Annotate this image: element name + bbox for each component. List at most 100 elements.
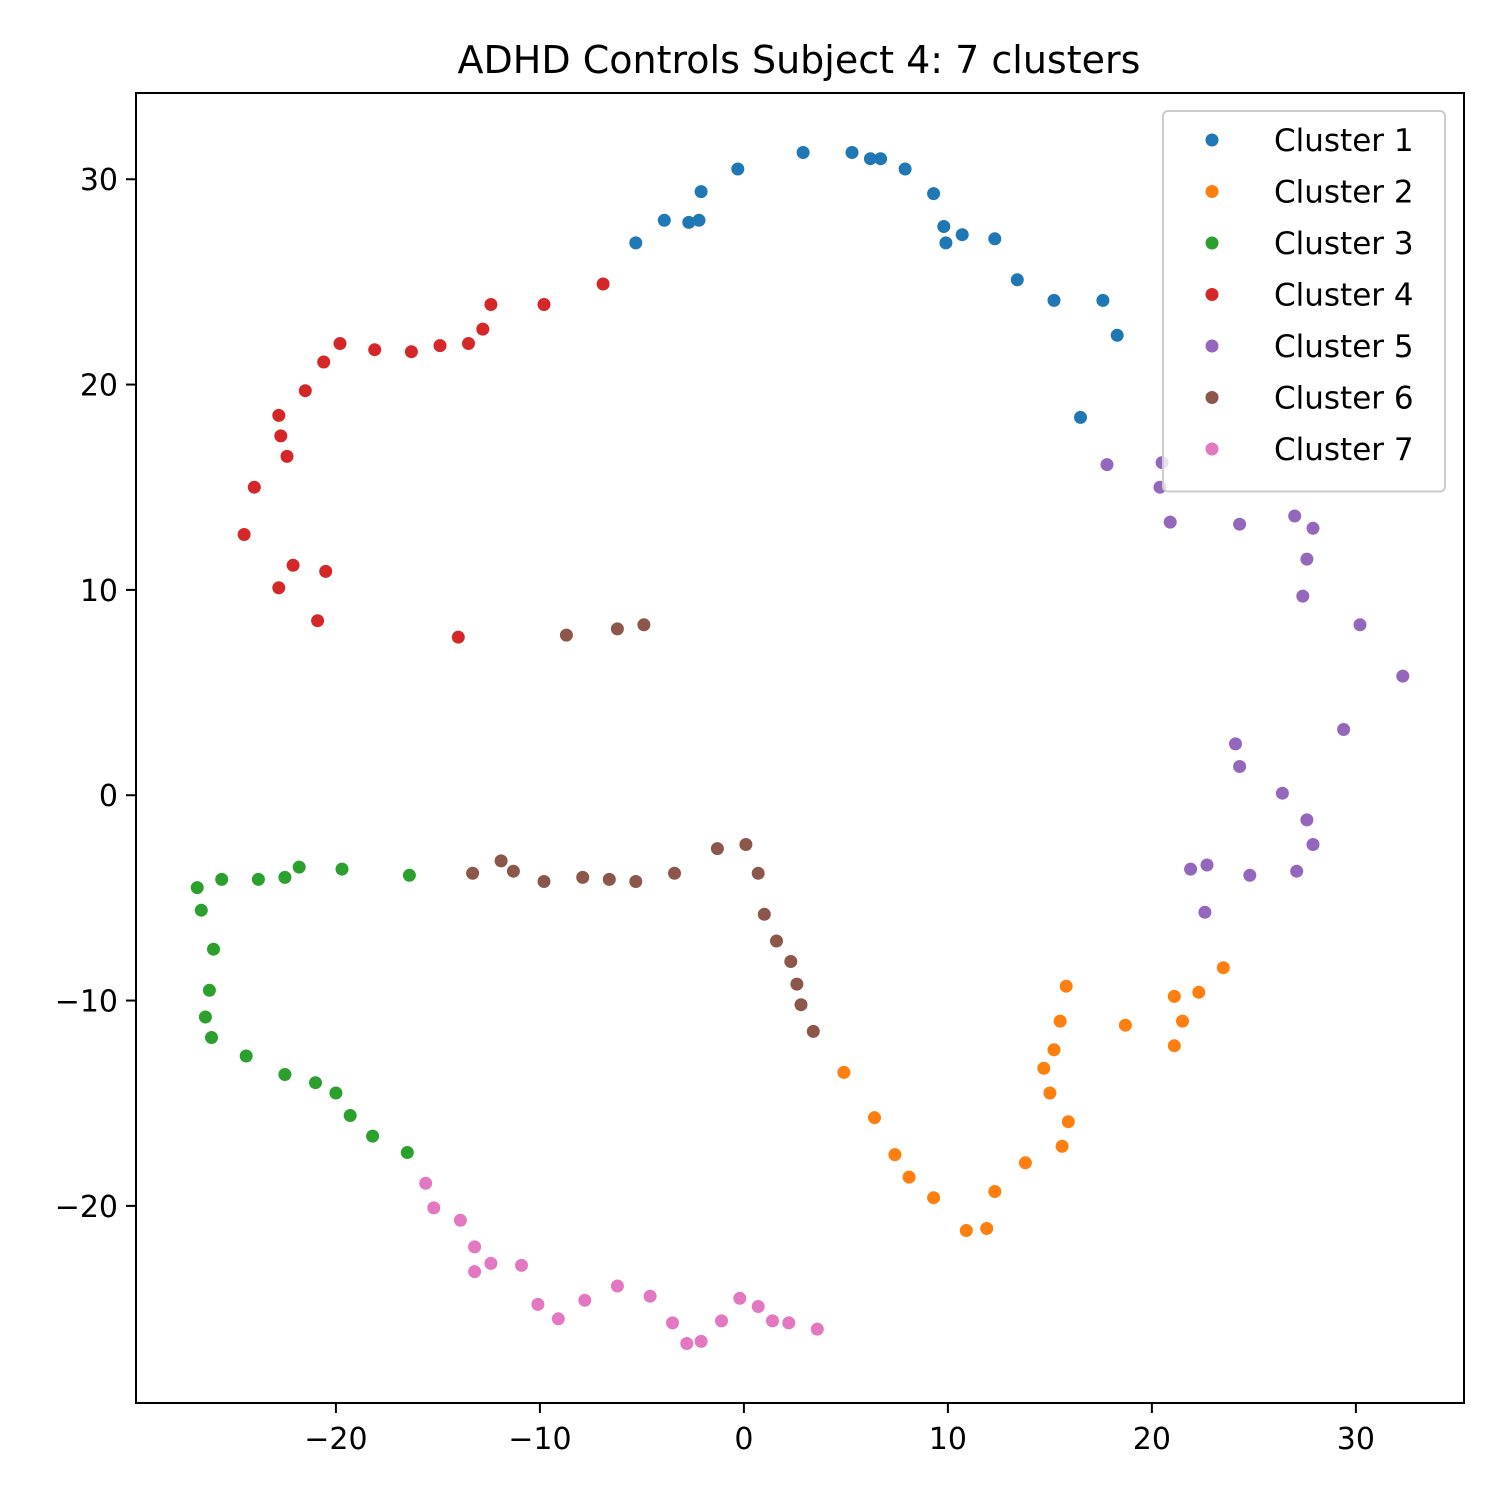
point-cluster-1-16 — [988, 232, 1002, 246]
point-cluster-4-1 — [237, 528, 251, 541]
point-cluster-3-7 — [205, 1031, 218, 1044]
y-tick-label: 20 — [80, 369, 118, 404]
legend-marker-cluster-4 — [1205, 288, 1219, 301]
series-cluster-1 — [629, 146, 1124, 424]
point-cluster-7-18 — [751, 1300, 765, 1313]
point-cluster-5-11 — [1396, 669, 1410, 683]
point-cluster-1-8 — [845, 146, 859, 159]
legend-marker-cluster-6 — [1205, 391, 1219, 404]
point-cluster-3-12 — [278, 1068, 292, 1081]
point-cluster-1-2 — [657, 213, 671, 227]
point-cluster-4-6 — [272, 581, 286, 595]
point-cluster-1-11 — [898, 162, 912, 176]
x-tick-label: 10 — [929, 1422, 967, 1457]
point-cluster-6-1 — [559, 628, 573, 642]
point-cluster-4-10 — [317, 355, 331, 369]
point-cluster-5-22 — [1198, 905, 1212, 919]
point-cluster-5-4 — [1163, 515, 1177, 529]
legend-box — [1162, 110, 1446, 493]
point-cluster-7-21 — [810, 1322, 824, 1336]
x-tick-label: −10 — [508, 1422, 571, 1457]
legend-label-cluster-6: Cluster 6 — [1274, 381, 1414, 417]
series-cluster-5 — [1100, 456, 1410, 919]
legend-marker-cluster-3 — [1205, 236, 1219, 250]
point-cluster-7-11 — [610, 1279, 624, 1293]
point-cluster-4-3 — [272, 408, 286, 422]
point-cluster-2-9 — [1018, 1156, 1032, 1170]
point-cluster-2-18 — [1167, 989, 1181, 1003]
point-cluster-6-6 — [506, 864, 520, 878]
point-cluster-1-9 — [863, 152, 877, 166]
point-cluster-3-11 — [292, 860, 306, 874]
y-tick-label: −10 — [55, 985, 118, 1020]
point-cluster-4-5 — [280, 449, 294, 463]
point-cluster-5-1 — [1100, 458, 1114, 472]
point-cluster-6-7 — [537, 875, 551, 888]
point-cluster-2-12 — [1047, 1043, 1061, 1057]
point-cluster-5-7 — [1306, 521, 1320, 535]
point-cluster-3-2 — [194, 903, 208, 917]
point-cluster-6-2 — [610, 622, 624, 636]
series-cluster-6 — [466, 618, 820, 1038]
point-cluster-3-15 — [335, 862, 349, 876]
point-cluster-7-7 — [515, 1258, 528, 1272]
legend-label-cluster-4: Cluster 4 — [1274, 278, 1414, 314]
point-cluster-7-3 — [453, 1213, 467, 1227]
point-cluster-1-20 — [1110, 328, 1124, 342]
point-cluster-3-1 — [190, 881, 204, 895]
point-cluster-2-3 — [888, 1148, 902, 1162]
point-cluster-2-14 — [1055, 1139, 1069, 1153]
point-cluster-7-6 — [484, 1256, 498, 1270]
point-cluster-4-19 — [484, 298, 498, 311]
point-cluster-5-5 — [1233, 517, 1247, 531]
series-cluster-4 — [237, 277, 610, 644]
point-cluster-5-20 — [1200, 858, 1214, 872]
point-cluster-3-5 — [202, 983, 216, 997]
series-cluster-7 — [419, 1176, 824, 1350]
point-cluster-4-15 — [433, 339, 447, 353]
point-cluster-2-7 — [980, 1222, 994, 1235]
point-cluster-6-15 — [757, 907, 771, 921]
x-tick-label: 20 — [1133, 1422, 1171, 1457]
point-cluster-4-21 — [596, 277, 610, 291]
point-cluster-3-9 — [251, 872, 265, 886]
point-cluster-5-10 — [1353, 618, 1367, 632]
legend-label-cluster-7: Cluster 7 — [1274, 432, 1414, 468]
point-cluster-4-14 — [404, 345, 418, 359]
point-cluster-5-6 — [1288, 509, 1302, 523]
point-cluster-3-4 — [215, 872, 229, 886]
legend-marker-cluster-1 — [1205, 133, 1219, 147]
point-cluster-6-16 — [770, 934, 783, 948]
point-cluster-6-4 — [466, 866, 480, 880]
point-cluster-2-15 — [1059, 979, 1073, 993]
series-cluster-2 — [837, 961, 1230, 1237]
point-cluster-6-9 — [602, 872, 616, 886]
point-cluster-5-18 — [1290, 864, 1304, 878]
point-cluster-2-2 — [868, 1111, 881, 1125]
point-cluster-5-9 — [1296, 589, 1310, 603]
point-cluster-4-13 — [368, 343, 382, 357]
point-cluster-6-19 — [794, 998, 808, 1012]
legend-label-cluster-5: Cluster 5 — [1274, 329, 1414, 365]
point-cluster-6-14 — [751, 866, 765, 880]
point-cluster-6-13 — [739, 838, 753, 851]
point-cluster-1-19 — [1096, 293, 1110, 307]
point-cluster-7-13 — [666, 1316, 679, 1330]
point-cluster-1-13 — [937, 220, 951, 233]
point-cluster-7-15 — [694, 1334, 708, 1348]
point-cluster-4-2 — [247, 480, 261, 494]
point-cluster-3-13 — [309, 1076, 322, 1090]
point-cluster-2-6 — [959, 1224, 973, 1237]
point-cluster-3-17 — [366, 1129, 380, 1143]
point-cluster-1-3 — [682, 215, 696, 229]
point-cluster-5-15 — [1275, 786, 1289, 800]
point-cluster-4-18 — [476, 322, 490, 336]
chart-title: ADHD Controls Subject 4: 7 clusters — [458, 38, 1141, 82]
point-cluster-2-10 — [1037, 1061, 1051, 1075]
point-cluster-2-21 — [1192, 985, 1206, 999]
point-cluster-2-8 — [988, 1185, 1002, 1198]
y-tick-label: −20 — [55, 1190, 118, 1225]
point-cluster-7-12 — [643, 1289, 657, 1303]
point-cluster-1-15 — [955, 228, 969, 242]
point-cluster-4-7 — [286, 558, 300, 572]
